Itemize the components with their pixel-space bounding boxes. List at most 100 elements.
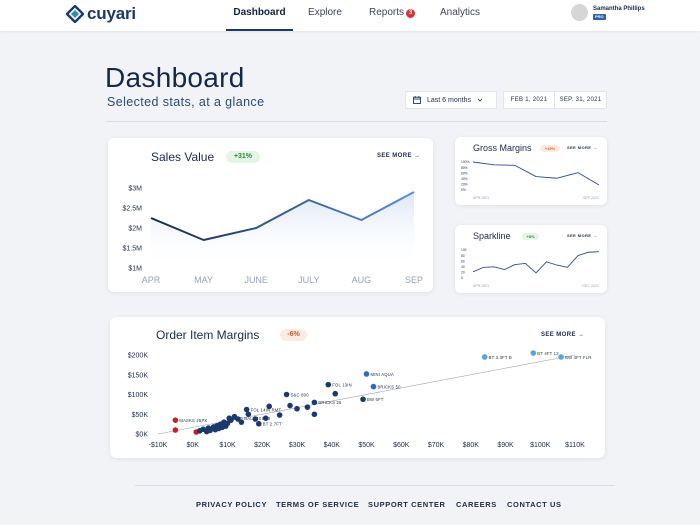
x-tick-label: JUNE (244, 275, 268, 285)
y-tick-label: 60 (461, 259, 465, 263)
point-label: FOL 14IN RMT (251, 407, 282, 412)
x-tick-label: JULY (298, 275, 319, 285)
reports-count-badge: 3 (406, 9, 415, 18)
scatter-point (172, 427, 179, 433)
y-tick-label: $3M (128, 186, 142, 193)
footer-divider (135, 485, 615, 486)
y-tick-label: 0% (461, 188, 466, 192)
scatter-point (262, 415, 269, 421)
x-tick-label: MAY (194, 275, 213, 285)
y-tick-label: $1.5M (123, 246, 143, 253)
footer-link-support[interactable]: SUPPORT CENTER (368, 500, 446, 509)
sales-change-badge: +31% (226, 151, 260, 163)
header-divider (106, 121, 607, 122)
sales-series-line (150, 191, 415, 241)
footer-link-terms[interactable]: TERMS OF SERVICE (276, 500, 360, 509)
avatar[interactable] (571, 4, 588, 21)
spark-see-more-label: SEE MORE (567, 233, 592, 238)
logo[interactable]: cuyari (66, 4, 136, 24)
gross-margins-title: Gross Margins (473, 143, 532, 153)
point-label: BT 2.7FT (263, 422, 282, 427)
scatter-point (370, 383, 377, 390)
arrow-right-icon: → (577, 332, 585, 338)
x-tick-label: APR (142, 275, 161, 285)
sales-see-more-label: SEE MORE (377, 153, 412, 159)
point-label: MASKS 25PK (179, 418, 207, 423)
scatter-point (311, 399, 318, 406)
y-tick-label: 20% (461, 183, 468, 187)
start-date-field[interactable]: FEB 1, 2021 (503, 91, 555, 109)
gross-see-more-link[interactable]: SEE MORE → (567, 145, 597, 150)
nav-explore-label: Explore (308, 7, 342, 18)
chevron-down-icon (477, 98, 483, 102)
x-tick-label: $110K (565, 442, 585, 449)
gross-series-line (472, 161, 600, 186)
point-label: BRICKS 25 (318, 400, 342, 405)
page-subtitle: Selected stats, at a glance (107, 95, 265, 109)
logo-mark-icon (66, 5, 84, 23)
order-margins-title: Order Item Margins (156, 328, 260, 342)
x-end-label: DEC 2021 (582, 284, 599, 288)
sales-area (151, 192, 414, 268)
x-tick-label: $40K (324, 442, 341, 449)
end-date-field[interactable]: SEP. 31, 2021 (554, 91, 607, 109)
y-tick-label: 20 (461, 271, 465, 275)
order-margins-chart: $200K$150K$100K$50K$0K-$10K $0K $10K $20K $3… (128, 350, 591, 449)
point-label: MINI AQUA (371, 372, 394, 377)
sales-see-more-link[interactable]: SEE MORE → (377, 153, 420, 159)
scatter-point (283, 391, 290, 398)
scatter-point (266, 403, 272, 410)
footer-link-contact[interactable]: CONTACT US (507, 500, 562, 509)
x-tick-label: $80K (463, 442, 480, 449)
x-tick-label: $50K (358, 442, 375, 449)
arrow-right-icon: → (592, 233, 598, 238)
arrow-right-icon: → (413, 153, 421, 159)
scatter-point (252, 416, 259, 422)
x-tick-label: $30K (289, 442, 306, 449)
point-label: CUD BALL 10IN B (233, 416, 270, 421)
calendar-icon (413, 96, 421, 104)
nav-analytics-label: Analytics (439, 7, 480, 18)
y-tick-label: $150K (128, 372, 149, 379)
point-label: BT 3.3FT B (489, 355, 512, 360)
scatter-point (304, 404, 311, 410)
nav-reports-label: Reports (368, 7, 404, 18)
scatter-point (530, 350, 537, 356)
gross-see-more-label: SEE MORE (567, 145, 592, 150)
sparkline-title: Sparkline (473, 231, 511, 241)
date-range-dropdown[interactable]: Last 6 months (405, 91, 497, 109)
x-tick-label: $20K (254, 442, 271, 449)
point-label: BW 6FT (367, 397, 384, 402)
scatter-point (207, 427, 213, 434)
order-see-more-link[interactable]: SEE MORE → (541, 332, 584, 338)
spark-change-badge: +8% (522, 233, 539, 240)
y-tick-label: $0K (136, 432, 149, 439)
footer-link-privacy[interactable]: PRIVACY POLICY (196, 500, 268, 509)
nav-explore[interactable]: Explore (300, 0, 350, 31)
nav-dashboard[interactable]: Dashboard (226, 0, 293, 31)
x-tick-label: $10K (219, 442, 236, 449)
gross-change-badge: +19% (540, 145, 560, 152)
point-label: BT 4FT 12 (537, 351, 559, 356)
order-item-margins-card: Order Item Margins -6% SEE MORE → $200K $… (110, 317, 605, 458)
nav-reports[interactable]: Reports 3 (362, 0, 422, 31)
scatter-point (481, 354, 488, 360)
sales-value-title: Sales Value (151, 150, 215, 164)
scatter-point (238, 419, 245, 425)
x-tick-label: SEP (405, 275, 423, 285)
y-tick-label: 0 (461, 276, 463, 280)
scatter-point (325, 381, 332, 388)
nav-analytics[interactable]: Analytics (434, 0, 486, 31)
y-tick-label: 60% (461, 171, 468, 175)
user-name[interactable]: Samantha Phillips (593, 6, 645, 12)
spark-see-more-link[interactable]: SEE MORE → (567, 233, 597, 238)
scatter-point (287, 402, 293, 409)
nav-dashboard-label: Dashboard (233, 7, 286, 18)
footer-link-careers[interactable]: CAREERS (456, 500, 497, 509)
point-label: S&C 800 (291, 392, 310, 397)
scatter-point (245, 411, 252, 418)
y-tick-label: $50K (132, 412, 149, 419)
y-tick-label: 40% (461, 177, 468, 181)
